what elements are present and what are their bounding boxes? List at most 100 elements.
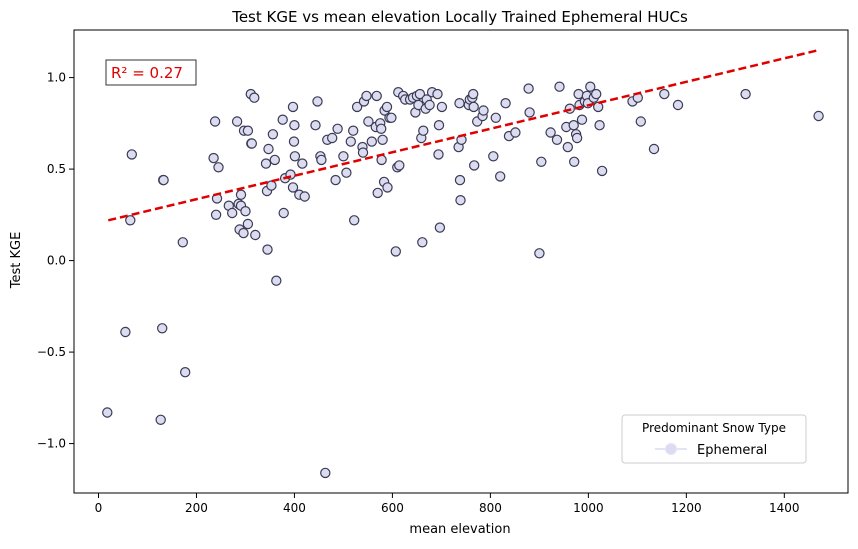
data-point <box>432 88 443 100</box>
data-point <box>635 116 647 127</box>
data-point <box>381 101 393 113</box>
data-point <box>394 160 405 171</box>
data-point <box>390 246 401 257</box>
data-point <box>361 90 372 102</box>
data-point <box>125 215 136 226</box>
data-point <box>436 101 448 113</box>
data-point <box>231 116 243 127</box>
regression-line <box>107 48 819 222</box>
data-point <box>332 123 343 135</box>
data-point <box>341 167 352 178</box>
data-point <box>534 248 545 259</box>
data-point <box>338 151 349 162</box>
data-point <box>371 90 382 102</box>
legend: Predominant Snow Type Ephemeral <box>621 414 807 464</box>
data-point <box>571 132 583 144</box>
data-point <box>177 237 188 248</box>
data-point <box>246 138 257 149</box>
data-point <box>377 134 388 145</box>
data-point <box>242 218 254 230</box>
data-point <box>316 154 327 166</box>
data-point <box>740 88 751 100</box>
data-point <box>366 136 377 147</box>
data-point <box>226 207 238 219</box>
data-point <box>120 326 131 338</box>
data-point <box>551 134 563 145</box>
data-point <box>345 136 356 147</box>
annotation-frame <box>105 59 197 86</box>
data-point <box>495 171 506 182</box>
y-tick-label: 0.0 <box>47 254 66 268</box>
data-point <box>348 125 359 136</box>
data-point <box>267 129 279 140</box>
data-point <box>591 88 602 100</box>
data-point <box>382 182 393 193</box>
data-point <box>455 194 466 206</box>
data-point <box>357 147 369 158</box>
data-point <box>510 127 521 138</box>
chart-title: Test KGE vs mean elevation Locally Train… <box>231 8 688 26</box>
data-point <box>289 151 301 162</box>
data-point <box>417 237 428 248</box>
data-point <box>562 141 574 153</box>
y-tick-label: −1.0 <box>37 437 66 451</box>
data-point <box>424 99 435 111</box>
data-point <box>249 92 260 103</box>
data-point <box>659 88 670 100</box>
data-point <box>210 209 222 220</box>
data-point <box>263 143 274 155</box>
data-point <box>238 227 249 239</box>
data-point <box>523 83 534 94</box>
y-tick-label: −0.5 <box>37 345 66 359</box>
data-point <box>266 180 277 191</box>
data-point <box>287 182 299 193</box>
data-point <box>320 467 331 479</box>
x-tick-label: 600 <box>381 501 404 515</box>
data-point <box>277 114 288 125</box>
data-point <box>593 101 604 113</box>
data-point <box>351 101 363 113</box>
data-point <box>568 119 579 131</box>
data-point <box>376 123 387 135</box>
data-point <box>289 119 300 131</box>
data-point <box>524 107 535 118</box>
data-point <box>594 119 605 131</box>
data-point <box>240 205 251 217</box>
data-point <box>648 143 660 155</box>
plot-area: 0 200 400 600 800 1000 1200 1400 −1.0 −0.5 0.0 0.5 1… <box>37 29 849 515</box>
x-tick-label: 400 <box>283 501 306 515</box>
data-point <box>363 116 374 127</box>
y-tick-label: 0.5 <box>47 162 66 176</box>
data-point <box>235 189 247 200</box>
data-point <box>213 162 224 173</box>
data-point <box>478 105 489 116</box>
legend-entry-ephemeral: Ephemeral <box>697 443 767 458</box>
y-tick-label: 1.0 <box>47 71 66 85</box>
legend-marker-icon <box>665 443 677 455</box>
data-point <box>433 149 444 160</box>
data-point <box>158 174 169 186</box>
data-point <box>209 116 221 127</box>
data-point <box>288 136 300 147</box>
legend-title: Predominant Snow Type <box>642 421 786 435</box>
data-point <box>569 156 580 167</box>
data-point <box>596 165 608 177</box>
data-point <box>126 149 138 160</box>
data-point <box>469 160 480 171</box>
data-point <box>278 207 289 219</box>
data-point <box>260 158 272 169</box>
data-point <box>372 187 383 199</box>
y-axis-label: Test KGE <box>9 232 24 290</box>
data-point <box>269 154 280 166</box>
data-point <box>330 174 341 186</box>
data-point <box>468 88 479 100</box>
data-point <box>545 127 556 138</box>
data-point <box>312 96 323 107</box>
data-point <box>585 81 596 92</box>
data-point <box>434 222 446 233</box>
data-point <box>208 152 219 164</box>
x-tick-label: 1400 <box>769 501 800 515</box>
data-point <box>536 156 547 167</box>
